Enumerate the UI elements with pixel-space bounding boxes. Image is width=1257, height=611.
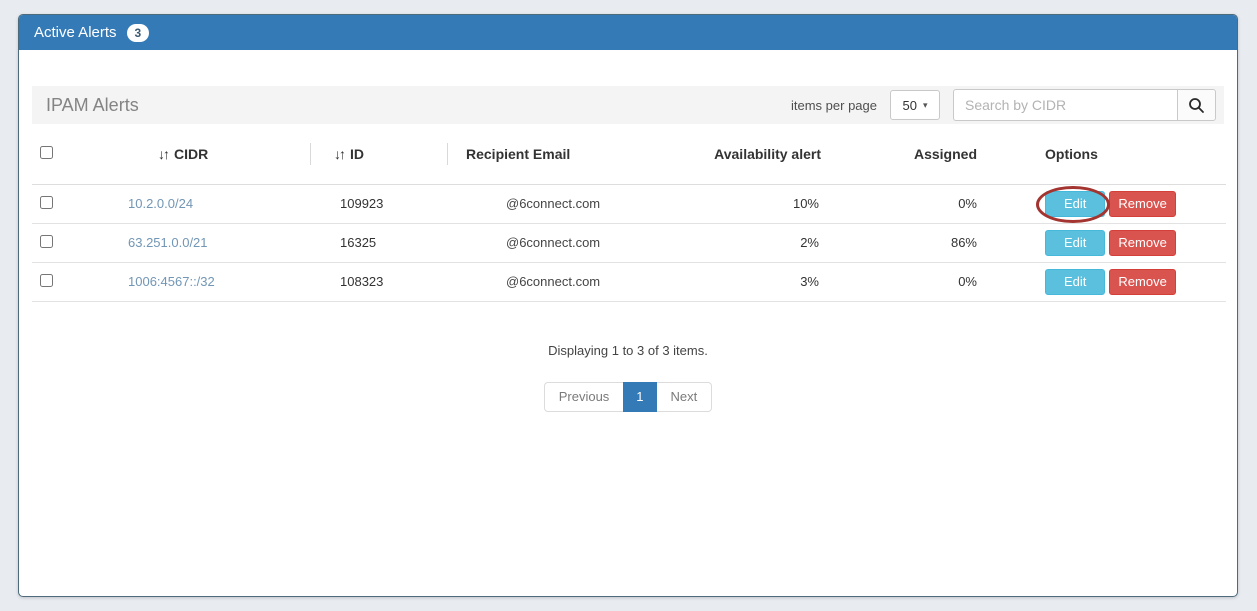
remove-button[interactable]: Remove (1109, 229, 1176, 256)
id-cell: 109923 (311, 184, 448, 224)
assigned-cell: 0% (836, 262, 991, 302)
search-button[interactable] (1177, 89, 1216, 121)
column-header-cidr[interactable]: ↓↑ CIDR (104, 124, 311, 185)
cidr-link[interactable]: 1006:4567::/32 (128, 274, 215, 289)
cidr-link[interactable]: 63.251.0.0/21 (128, 235, 208, 250)
row-checkbox[interactable] (40, 273, 53, 287)
pagination-previous[interactable]: Previous (543, 381, 624, 412)
active-alerts-panel: Active Alerts 3 IPAM Alerts items per pa… (18, 14, 1238, 597)
search-group (953, 89, 1216, 121)
remove-button[interactable]: Remove (1109, 190, 1176, 217)
assigned-cell: 86% (836, 223, 991, 263)
pagination-next[interactable]: Next (656, 381, 713, 412)
sort-icon: ↓↑ (334, 145, 346, 162)
search-icon (1188, 97, 1205, 114)
items-per-page-value: 50 (902, 97, 917, 113)
id-cell: 16325 (311, 223, 448, 263)
column-header-availability: Availability alert (701, 124, 836, 185)
pagination: Previous 1 Next (32, 381, 1224, 412)
availability-cell: 3% (701, 262, 836, 302)
ipam-alerts-toolbar: IPAM Alerts items per page 50 ▾ (32, 86, 1224, 124)
column-header-options: Options (991, 124, 1226, 185)
remove-button[interactable]: Remove (1109, 268, 1176, 295)
table-row: 10.2.0.0/24 109923 @6connect.com 10% 0% … (32, 184, 1226, 224)
assigned-cell: 0% (836, 184, 991, 224)
row-checkbox[interactable] (40, 234, 53, 248)
column-header-id[interactable]: ↓↑ ID (311, 124, 448, 185)
column-header-assigned: Assigned (836, 124, 991, 185)
alert-count-badge: 3 (126, 23, 150, 42)
search-input[interactable] (953, 89, 1177, 121)
caret-down-icon: ▾ (922, 99, 928, 110)
items-per-page-select[interactable]: 50 ▾ (890, 90, 940, 120)
pagination-page-1[interactable]: 1 (623, 381, 657, 412)
edit-button[interactable]: Edit (1045, 190, 1106, 217)
edit-button[interactable]: Edit (1045, 268, 1106, 295)
results-summary: Displaying 1 to 3 of 3 items. (548, 342, 708, 358)
availability-cell: 2% (701, 223, 836, 263)
table-row: 63.251.0.0/21 16325 @6connect.com 2% 86%… (32, 223, 1226, 263)
email-cell: @6connect.com (448, 223, 701, 263)
table-header-row: ↓↑ CIDR ↓↑ ID Recipient Email Availability… (32, 124, 1226, 185)
availability-cell: 10% (701, 184, 836, 224)
edit-button[interactable]: Edit (1045, 229, 1106, 256)
table-row: 1006:4567::/32 108323 @6connect.com 3% 0… (32, 262, 1226, 302)
panel-header: Active Alerts 3 (19, 15, 1237, 50)
panel-body: IPAM Alerts items per page 50 ▾ (19, 50, 1237, 425)
email-cell: @6connect.com (448, 184, 701, 224)
select-all-checkbox[interactable] (40, 145, 53, 159)
sort-icon: ↓↑ (158, 145, 170, 162)
column-header-email: Recipient Email (448, 124, 701, 185)
column-label-id: ID (350, 145, 364, 162)
cidr-link[interactable]: 10.2.0.0/24 (128, 196, 194, 211)
alerts-table: ↓↑ CIDR ↓↑ ID Recipient Email Availability… (32, 124, 1226, 302)
section-title: IPAM Alerts (46, 94, 139, 115)
panel-title: Active Alerts (34, 24, 117, 41)
row-checkbox[interactable] (40, 195, 53, 209)
toolbar-controls: items per page 50 ▾ (791, 89, 1216, 121)
email-cell: @6connect.com (448, 262, 701, 302)
items-per-page-label: items per page (791, 97, 877, 113)
column-label-cidr: CIDR (174, 145, 209, 162)
id-cell: 108323 (311, 262, 448, 302)
